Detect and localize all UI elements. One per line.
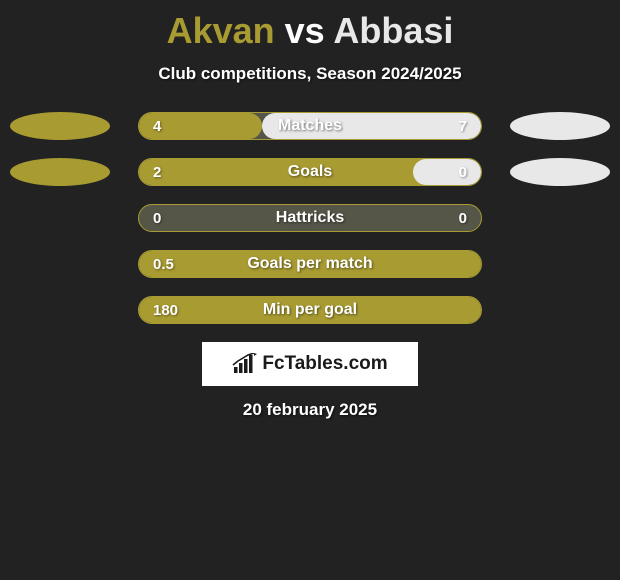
stat-value-player1: 180 [153,302,178,319]
stat-bar: 0 0 Hattricks [138,204,482,232]
title-player1: Akvan [167,10,275,51]
comparison-infographic: Akvan vs Abbasi Club competitions, Seaso… [0,0,620,420]
stat-row: 0 0 Hattricks [0,204,620,232]
stat-value-player2: 0 [459,164,467,181]
logo: FcTables.com [232,353,387,375]
title-vs: vs [285,10,325,51]
stat-value-player1: 4 [153,118,161,135]
player2-oval [510,112,610,140]
stat-bar: 2 0 Goals [138,158,482,186]
player1-oval [10,112,110,140]
logo-text: FcTables.com [262,353,387,375]
stat-row: 2 0 Goals [0,158,620,186]
title-player2: Abbasi [333,10,453,51]
stat-bar: 180 Min per goal [138,296,482,324]
stat-row: 4 7 Matches [0,112,620,140]
player2-oval [510,158,610,186]
stat-value-player2: 7 [459,118,467,135]
subtitle: Club competitions, Season 2024/2025 [0,64,620,84]
stat-value-player1: 2 [153,164,161,181]
stats-list: 4 7 Matches 2 0 Goals 0 0 Hattricks 0.5 Goals per … [0,112,620,324]
stat-row: 0.5 Goals per match [0,250,620,278]
stat-label: Matches [278,117,342,135]
stat-label: Min per goal [263,301,357,319]
stat-value-player2: 0 [459,210,467,227]
stat-label: Hattricks [276,209,344,227]
stat-row: 180 Min per goal [0,296,620,324]
page-title: Akvan vs Abbasi [0,10,620,52]
bar-fill-player2 [413,159,481,185]
stat-bar: 4 7 Matches [138,112,482,140]
player1-oval [10,158,110,186]
stat-label: Goals per match [247,255,372,273]
stat-bar: 0.5 Goals per match [138,250,482,278]
chart-icon [232,353,258,375]
stat-label: Goals [288,163,332,181]
stat-value-player1: 0 [153,210,161,227]
stat-value-player1: 0.5 [153,256,174,273]
logo-box: FcTables.com [202,342,418,386]
date: 20 february 2025 [0,400,620,420]
